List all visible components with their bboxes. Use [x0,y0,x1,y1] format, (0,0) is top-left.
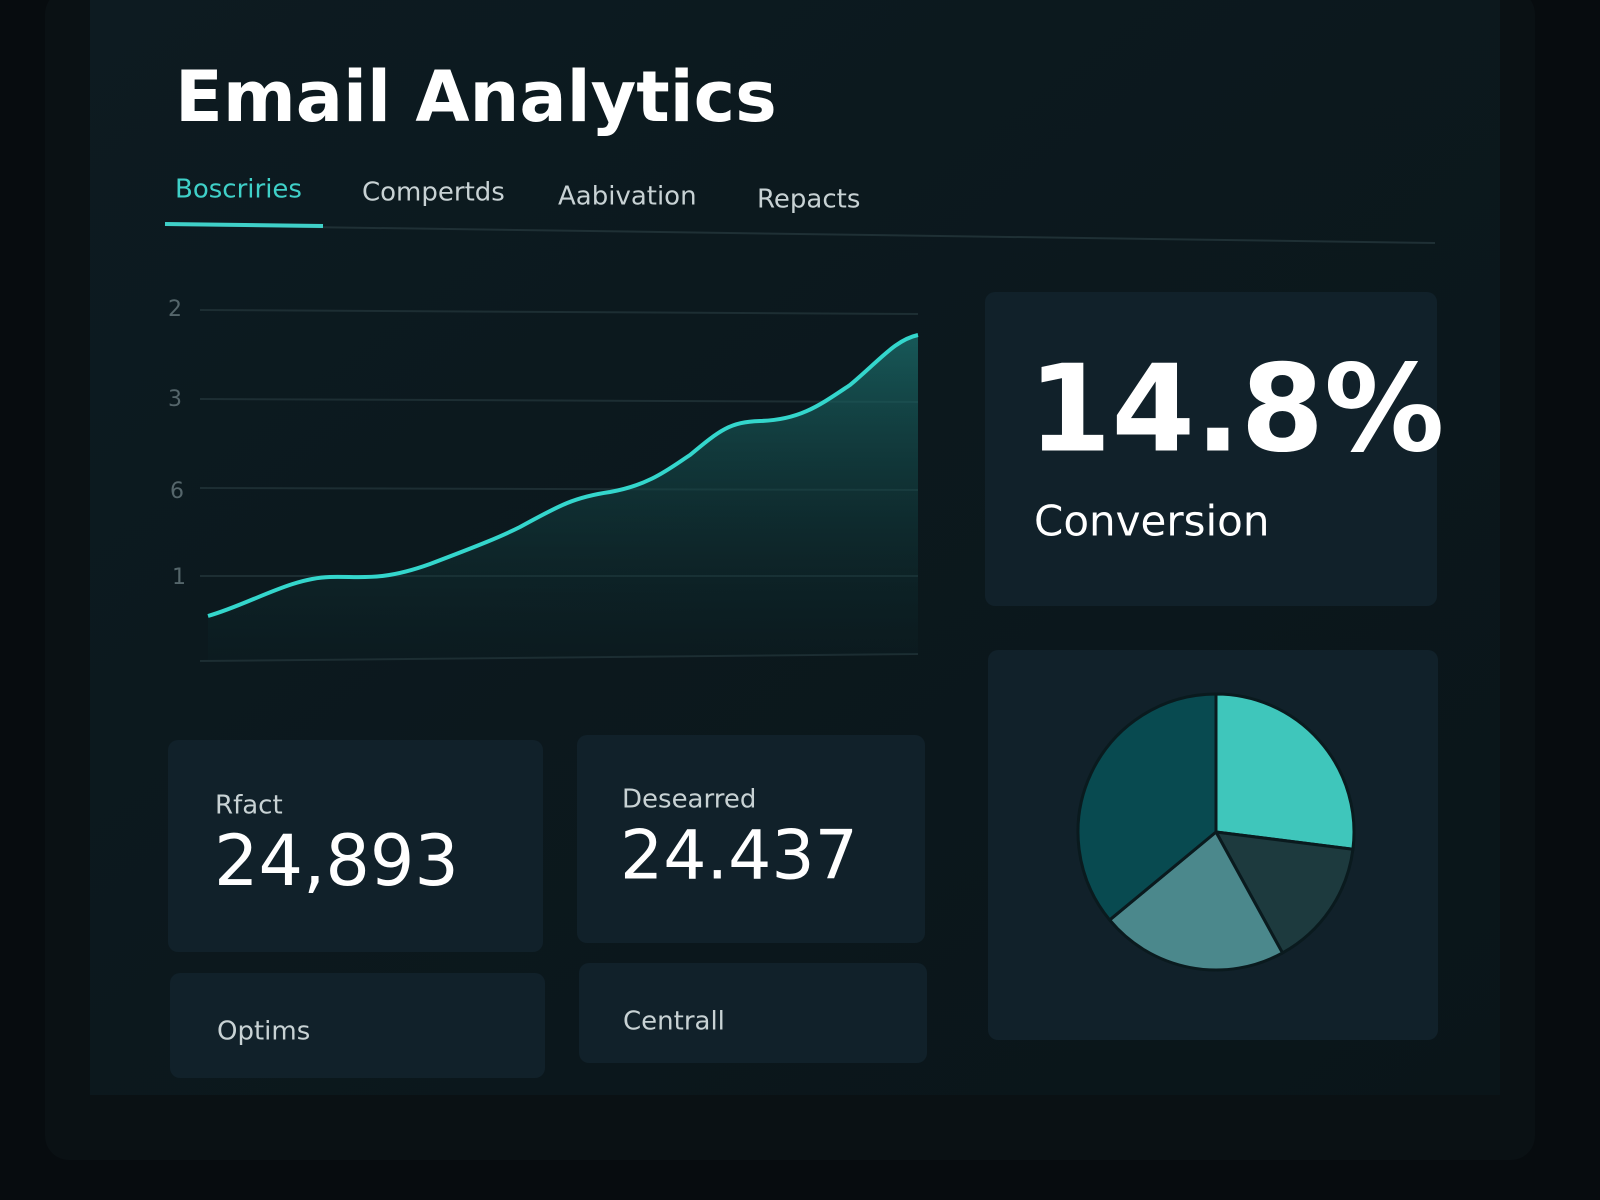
page-title: Email Analytics [175,56,777,138]
card-value: 24,893 [214,820,459,902]
card-value: 24.437 [620,817,858,896]
pie-slice [1214,692,1356,851]
trend-area [208,335,918,660]
tab-divider [164,224,1436,244]
card [170,973,545,1078]
card-label: Centrall [623,1007,725,1037]
tab[interactable]: Boscriries [175,175,302,205]
card [168,740,543,952]
grid-line [199,309,919,315]
card [985,292,1437,606]
pie-chart [1076,692,1356,972]
card-label: Optims [217,1017,310,1047]
tab[interactable]: Compertds [362,178,505,208]
stat-cards: Rfact 24,893 Desearred 24.437 Optims Cen… [168,735,927,1078]
card [579,963,927,1063]
grid-line [199,653,919,662]
tab[interactable]: Repacts [757,185,860,215]
tab[interactable]: Aabivation [558,182,697,212]
kpi-label: Conversion [1034,497,1269,546]
tab-bar: Boscriries Compertds Aabivation Repacts [164,175,1436,244]
grid-line [199,398,919,403]
pie-slice [1076,692,1218,923]
card-label: Desearred [622,785,756,815]
pie-slice [1213,830,1355,955]
card [577,735,925,943]
axis-label: 2 [168,297,182,322]
trend-line [207,333,919,618]
card-label: Rfact [215,791,283,821]
pie-slice [1107,829,1285,972]
trend-chart: 2 3 6 1 [168,297,919,662]
tab-indicator [164,222,324,228]
kpi-card: 14.8% Conversion [985,292,1444,606]
axis-label: 3 [168,387,182,412]
kpi-value: 14.8% [1028,341,1444,480]
axis-label: 1 [172,565,186,590]
axis-label: 6 [170,479,184,504]
